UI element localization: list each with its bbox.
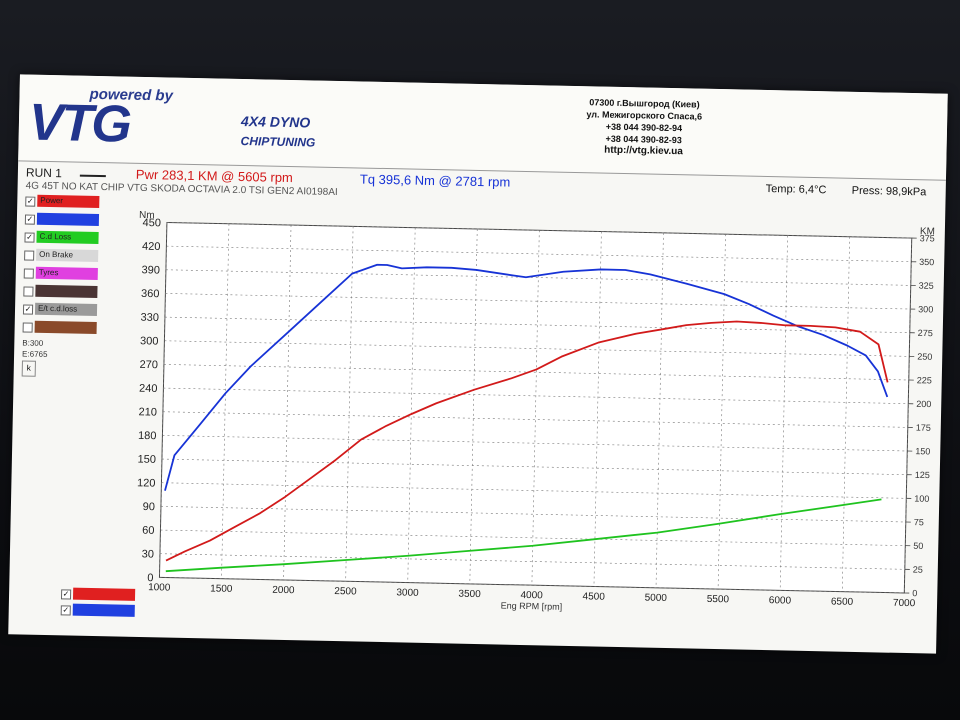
y-right-tick-label: 225	[917, 375, 932, 385]
series-line-pwr	[165, 320, 889, 562]
grid-line-horizontal	[161, 458, 907, 475]
grid-line-horizontal	[163, 364, 909, 381]
x-tick-label: 5000	[645, 593, 668, 604]
y-left-tick-label: 450	[142, 217, 161, 229]
x-tick-label: 4000	[520, 590, 543, 601]
series-line-c-d-loss	[165, 498, 882, 573]
grid-line-horizontal	[165, 269, 911, 286]
x-tick-label: 1000	[148, 582, 171, 593]
y-left-tick-label: 150	[137, 454, 156, 466]
y-right-tick-label: 350	[919, 257, 934, 267]
y-right-axis-label: KM	[920, 226, 935, 237]
y-left-tick-label: 210	[138, 406, 157, 418]
grid-line-vertical	[345, 226, 354, 582]
grid-line-horizontal	[166, 222, 912, 239]
y-left-tick-label: 420	[142, 241, 161, 253]
y-right-tick-label: 250	[917, 352, 932, 362]
y-right-tick-label: 75	[914, 517, 924, 527]
grid-line-horizontal	[159, 577, 905, 594]
y-right-tick-label: 175	[916, 423, 931, 433]
grid-line-vertical	[407, 227, 416, 583]
grid-line-vertical	[221, 223, 230, 579]
y-right-tick-label: 0	[912, 588, 917, 598]
grid-line-vertical	[655, 232, 664, 588]
y-left-tick-label: 360	[141, 288, 160, 300]
x-tick-label: 6000	[769, 595, 792, 606]
grid-line-vertical	[531, 230, 540, 586]
grid-line-horizontal	[164, 340, 910, 357]
y-left-tick-label: 300	[140, 335, 159, 347]
x-tick-label: 5500	[707, 594, 730, 605]
y-left-tick-label: 60	[142, 525, 154, 537]
series-line-tq	[164, 263, 889, 491]
y-right-tick-label: 325	[919, 281, 934, 291]
x-tick-label: 4500	[582, 591, 605, 602]
x-tick-label: 2500	[334, 586, 357, 597]
y-left-tick-label: 270	[139, 359, 158, 371]
y-right-tick-label: 125	[915, 470, 930, 480]
grid-line-horizontal	[159, 553, 905, 570]
x-tick-label: 3000	[396, 587, 419, 598]
x-tick-label: 3500	[458, 589, 481, 600]
grid-line-vertical	[159, 222, 168, 578]
y-right-tick-label: 150	[915, 446, 930, 456]
y-right-tick-label: 100	[914, 494, 929, 504]
y-right-tick-label: 25	[913, 564, 923, 574]
grid-line-vertical	[469, 228, 478, 584]
y-left-tick-label: 0	[147, 572, 153, 584]
x-tick-label: 7000	[893, 598, 916, 609]
x-tick-label: 2000	[272, 585, 295, 596]
y-left-tick-label: 240	[139, 383, 158, 395]
grid-line-horizontal	[162, 435, 908, 452]
y-right-tick-label: 300	[918, 304, 933, 314]
x-tick-label: 6500	[831, 596, 854, 607]
y-left-tick-label: 180	[138, 430, 157, 442]
grid-line-horizontal	[164, 316, 910, 334]
dyno-screen: powered by VTG 4X4 DYNO CHIPTUNING 07300…	[8, 74, 948, 654]
grid-line-horizontal	[163, 387, 909, 404]
y-right-tick-label: 200	[916, 399, 931, 409]
y-right-tick-label: 275	[918, 328, 933, 338]
y-left-tick-label: 30	[142, 548, 154, 560]
plot-area	[158, 221, 913, 594]
grid-line-vertical	[593, 231, 602, 587]
grid-line-vertical	[841, 236, 850, 592]
grid-line-horizontal	[160, 529, 906, 546]
grid-line-vertical	[903, 238, 913, 593]
y-left-tick-label: 120	[137, 477, 156, 489]
grid-line-horizontal	[166, 245, 912, 263]
grid-line-vertical	[283, 225, 292, 580]
grid-line-vertical	[779, 235, 788, 591]
grid-line-horizontal	[161, 482, 907, 499]
y-right-tick-label: 375	[920, 233, 935, 243]
y-right-tick-label: 50	[913, 541, 923, 551]
x-tick-label: 1500	[210, 583, 233, 594]
y-left-tick-label: 90	[143, 501, 155, 513]
dyno-chart: 1000 1500 2000 2500 3000 3500 4000 4500 5000 5500…	[137, 210, 935, 612]
grid-line-horizontal	[165, 293, 911, 310]
grid-line-vertical	[717, 234, 726, 590]
grid-line-horizontal	[162, 411, 908, 428]
grid-line-horizontal	[160, 506, 906, 523]
y-left-tick-label: 330	[140, 312, 159, 324]
y-left-axis-label: Nm	[139, 210, 155, 221]
y-left-tick-label: 390	[141, 264, 160, 276]
x-axis-label: Eng RPM [rpm]	[501, 601, 563, 612]
